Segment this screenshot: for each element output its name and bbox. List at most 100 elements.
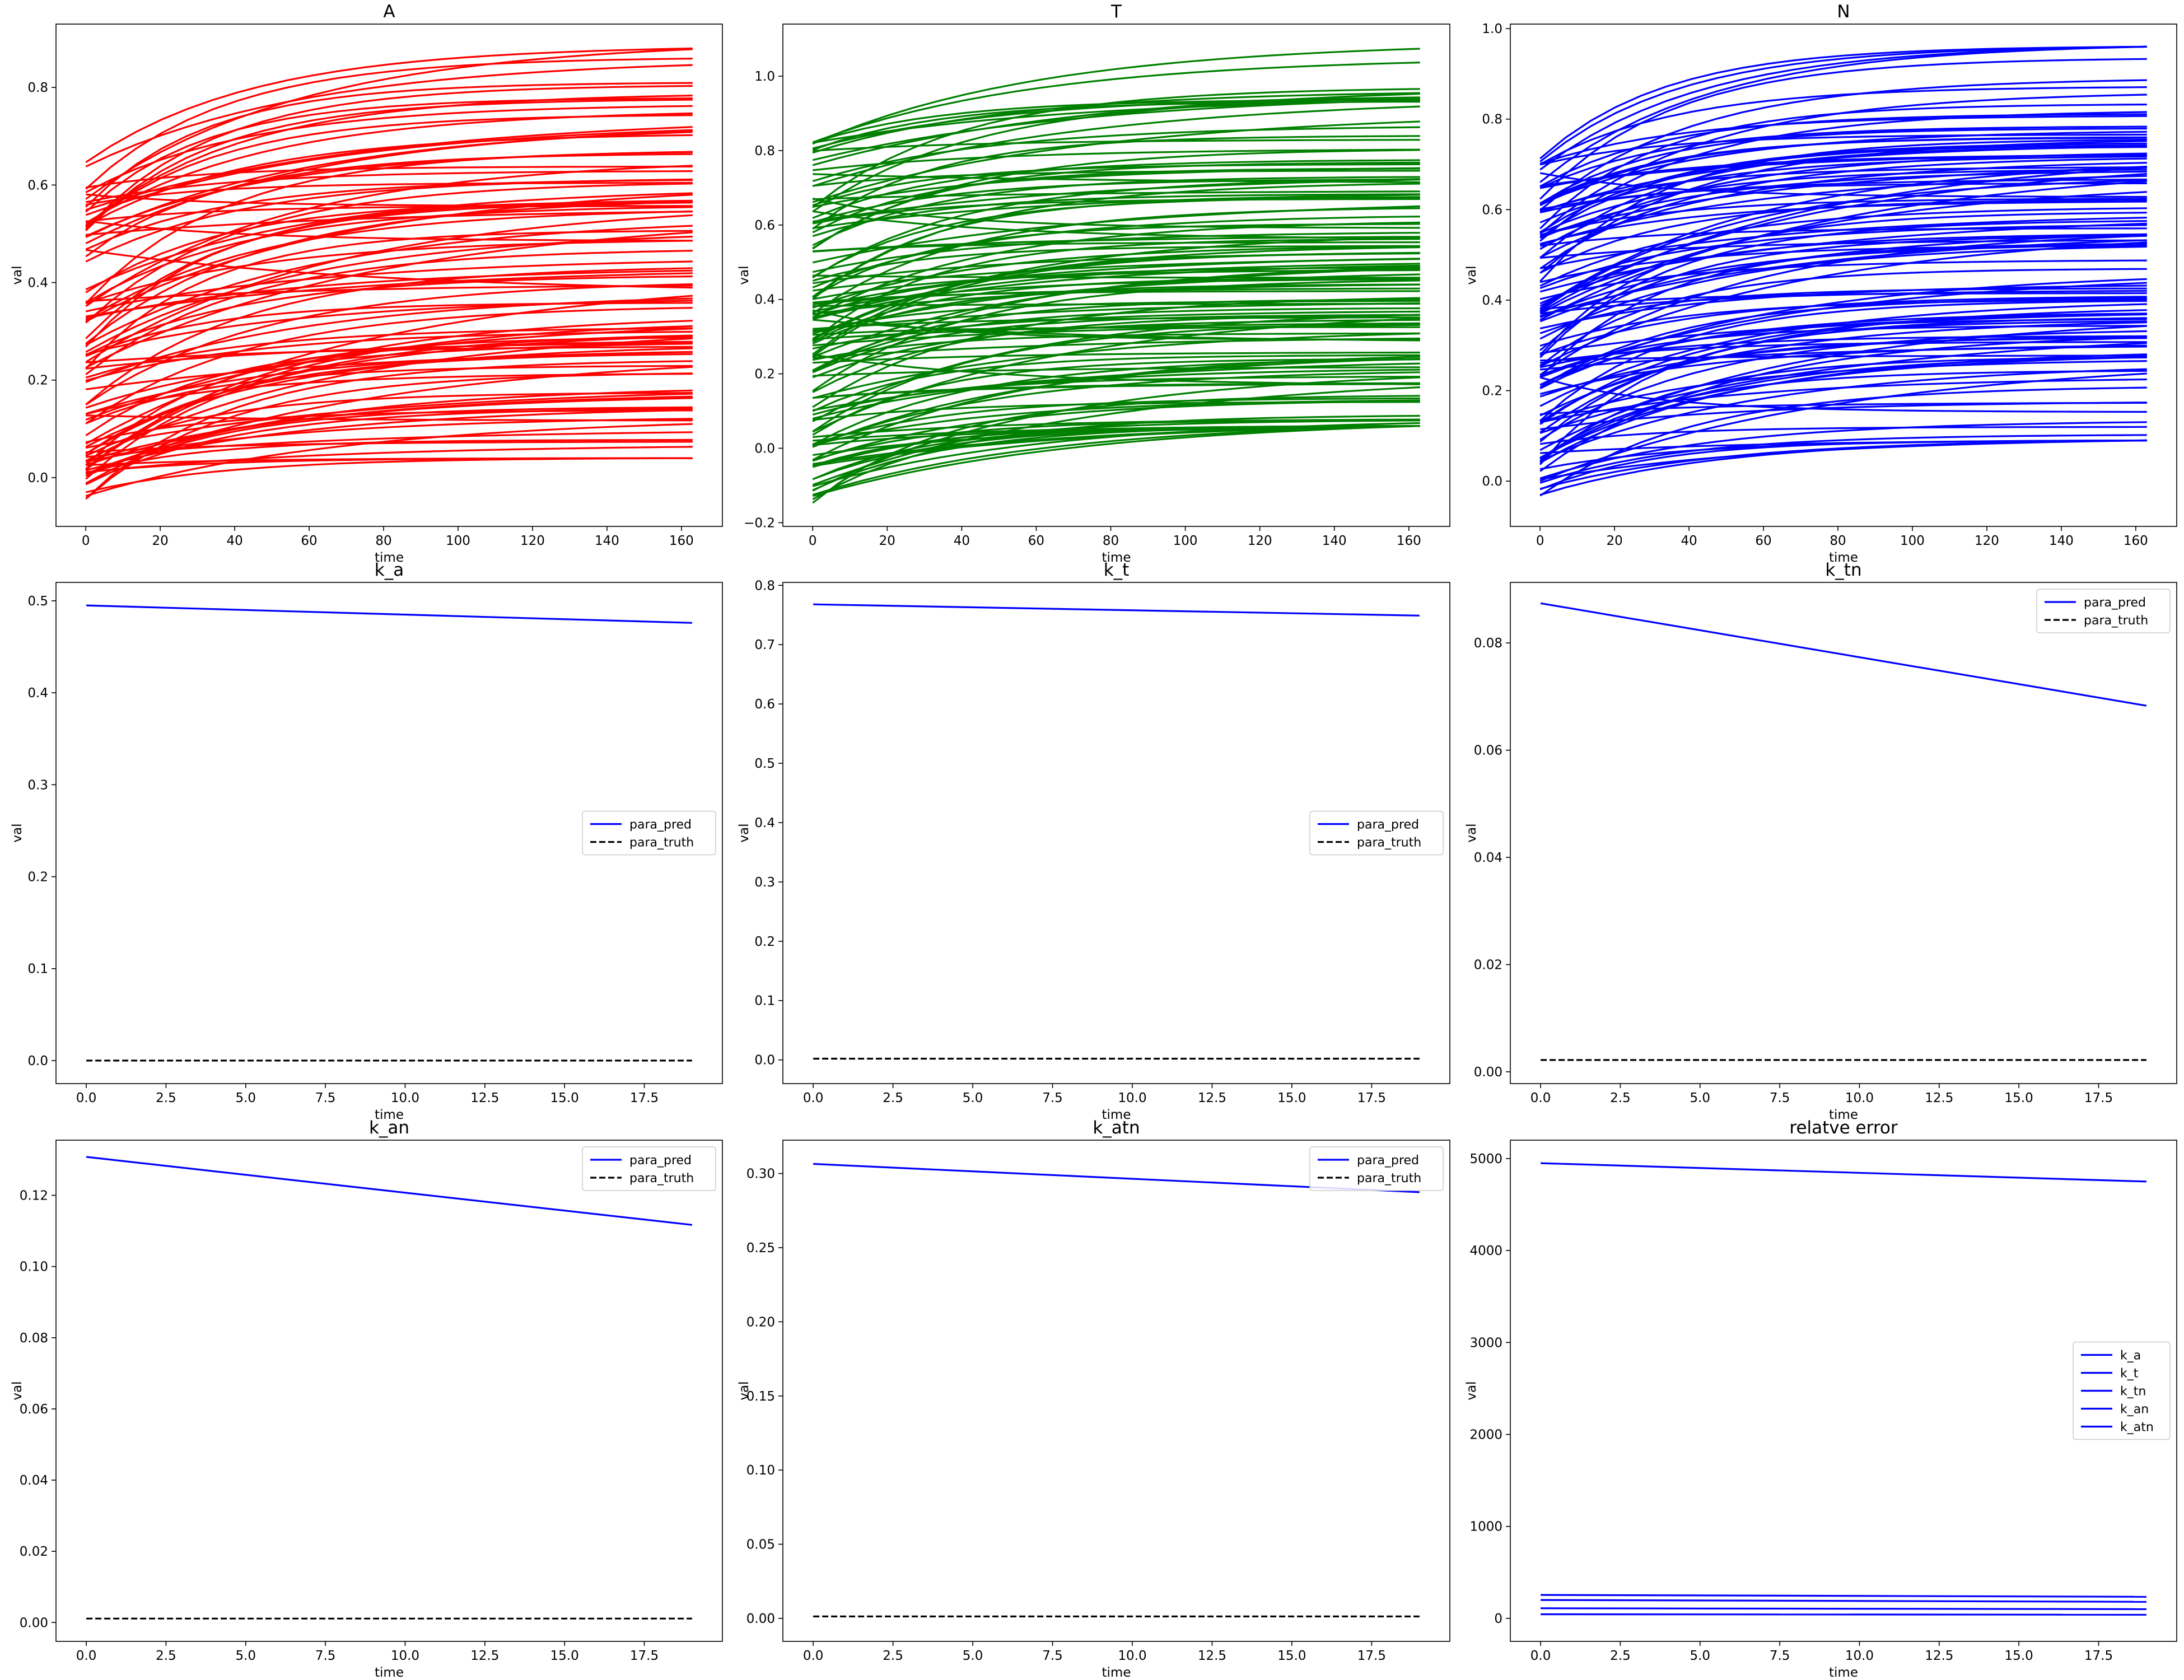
x-axis-label: time bbox=[1102, 1108, 1131, 1122]
x-tick-label: 0.0 bbox=[1530, 1091, 1551, 1105]
trajectory-line bbox=[812, 62, 1420, 143]
trajectory-line bbox=[812, 194, 1420, 230]
y-axis-label: val bbox=[10, 265, 25, 284]
y-tick-label: 4000 bbox=[1469, 1244, 1502, 1258]
trajectory-line bbox=[85, 418, 693, 463]
trajectory-line bbox=[1540, 402, 2147, 416]
trajectory-line bbox=[812, 425, 1420, 496]
trajectory-line bbox=[1539, 178, 2147, 211]
x-axis-label: time bbox=[1102, 550, 1131, 565]
legend-label-k-atn: k_atn bbox=[2120, 1421, 2154, 1435]
legend-label-para-pred: para_pred bbox=[2084, 596, 2146, 610]
x-tick-label: 10.0 bbox=[1845, 1091, 1874, 1105]
y-tick-label: 0.0 bbox=[754, 1053, 775, 1068]
plot-area bbox=[86, 604, 692, 1062]
y-axis-label: val bbox=[10, 823, 25, 842]
trajectory-line bbox=[1539, 287, 2147, 334]
trajectory-line bbox=[1539, 138, 2147, 282]
trajectory-line bbox=[812, 319, 1420, 379]
legend: para_pred para_truth bbox=[1309, 1146, 1444, 1191]
x-tick-label: 60 bbox=[301, 534, 317, 548]
trajectory-line bbox=[85, 300, 693, 356]
trajectory-line bbox=[85, 206, 693, 304]
y-tick-label: 0.05 bbox=[746, 1538, 775, 1552]
legend-label-para-truth: para_truth bbox=[629, 836, 694, 850]
trajectory-line bbox=[86, 211, 693, 236]
x-tick-label: 15.0 bbox=[550, 1091, 579, 1105]
trajectory-line bbox=[85, 423, 693, 497]
trajectory-line bbox=[1539, 162, 2147, 259]
subplot-title: k_tn bbox=[1825, 560, 1861, 580]
trajectory-line bbox=[85, 267, 693, 405]
y-tick-label: 0.6 bbox=[754, 697, 775, 712]
x-tick-label: 140 bbox=[1322, 534, 1347, 548]
axes-frame bbox=[782, 1140, 1450, 1642]
subplot-a: A 0 20 40 60 80 100 120 140 160 0.0 0.2 0.4 0.6 0.8 tim… bbox=[10, 2, 723, 565]
x-tick-label: 0.0 bbox=[76, 1091, 97, 1105]
x-tick-label: 140 bbox=[595, 534, 619, 548]
trajectory-line bbox=[812, 273, 1420, 335]
trajectory-line bbox=[1539, 45, 2147, 183]
trajectory-line bbox=[85, 202, 693, 339]
y-axis-label: val bbox=[10, 1381, 25, 1400]
axes-frame bbox=[1510, 1140, 2177, 1642]
trajectory-line bbox=[813, 366, 1420, 377]
trajectory-line bbox=[1539, 330, 2147, 441]
y-tick-label: 0.6 bbox=[27, 178, 48, 193]
x-tick-label: 5.0 bbox=[963, 1091, 983, 1105]
x-tick-label: 0 bbox=[1536, 534, 1544, 548]
trajectory-line bbox=[1539, 45, 2147, 160]
y-tick-label: 0.06 bbox=[1474, 744, 1502, 758]
x-tick-label: 160 bbox=[2124, 534, 2148, 548]
legend: para_pred para_truth bbox=[2036, 589, 2171, 633]
x-tick-label: 120 bbox=[1975, 534, 1999, 548]
x-tick-label: 80 bbox=[1103, 534, 1119, 548]
subplot-k-tn: k_tn 0.0 2.5 5.0 7.5 10.0 12.5 15.0 17.5 0.00 0.02… bbox=[1464, 560, 2177, 1122]
trajectory-line bbox=[812, 307, 1420, 372]
trajectory-line bbox=[85, 134, 693, 227]
trajectory-line bbox=[85, 105, 693, 193]
axes-frame bbox=[55, 24, 723, 527]
y-tick-label: 0.30 bbox=[746, 1167, 775, 1182]
trajectory-line bbox=[812, 163, 1420, 207]
y-tick-label: 0.04 bbox=[20, 1473, 48, 1488]
trajectory-line bbox=[1539, 133, 2147, 166]
y-tick-label: 0.12 bbox=[20, 1189, 48, 1203]
trajectory-line bbox=[1539, 244, 2147, 319]
y-tick-label: 0.0 bbox=[754, 441, 775, 456]
trajectory-line bbox=[812, 425, 1420, 491]
trajectory-line bbox=[85, 82, 693, 208]
trajectory-line bbox=[85, 179, 693, 250]
trajectory-line bbox=[1539, 259, 2147, 300]
axes-frame bbox=[55, 582, 723, 1084]
trajectory-line bbox=[1539, 153, 2147, 187]
x-tick-label: 2.5 bbox=[883, 1649, 903, 1663]
x-tick-label: 20 bbox=[879, 534, 895, 548]
trajectory-line bbox=[85, 129, 693, 216]
trajectory-line bbox=[812, 183, 1420, 298]
x-axis-label: time bbox=[375, 1108, 404, 1122]
trajectory-line bbox=[1539, 170, 2147, 239]
trajectory-line bbox=[1539, 224, 2147, 290]
y-axis-label: val bbox=[737, 823, 752, 842]
trajectory-line bbox=[812, 264, 1420, 320]
trajectory-line bbox=[812, 397, 1420, 445]
y-tick-label: 0.00 bbox=[20, 1616, 48, 1630]
trajectory-line bbox=[1539, 125, 2147, 189]
legend-label-k-tn: k_tn bbox=[2120, 1385, 2146, 1399]
subplot-title: k_t bbox=[1104, 560, 1130, 580]
trajectory-line bbox=[85, 283, 693, 406]
trajectory-line bbox=[813, 170, 1420, 187]
trajectory-line bbox=[85, 153, 693, 258]
legend-box bbox=[1309, 1146, 1444, 1191]
x-tick-label: 17.5 bbox=[2084, 1091, 2113, 1105]
trajectory-line bbox=[85, 250, 693, 375]
y-tick-label: 5000 bbox=[1469, 1152, 1502, 1166]
y-tick-label: 0.02 bbox=[20, 1544, 48, 1559]
x-tick-label: 100 bbox=[446, 534, 470, 548]
trajectory-line bbox=[812, 88, 1420, 208]
x-tick-label: 160 bbox=[1397, 534, 1421, 548]
trajectory-line bbox=[1539, 104, 2147, 230]
x-tick-label: 17.5 bbox=[1357, 1091, 1386, 1105]
